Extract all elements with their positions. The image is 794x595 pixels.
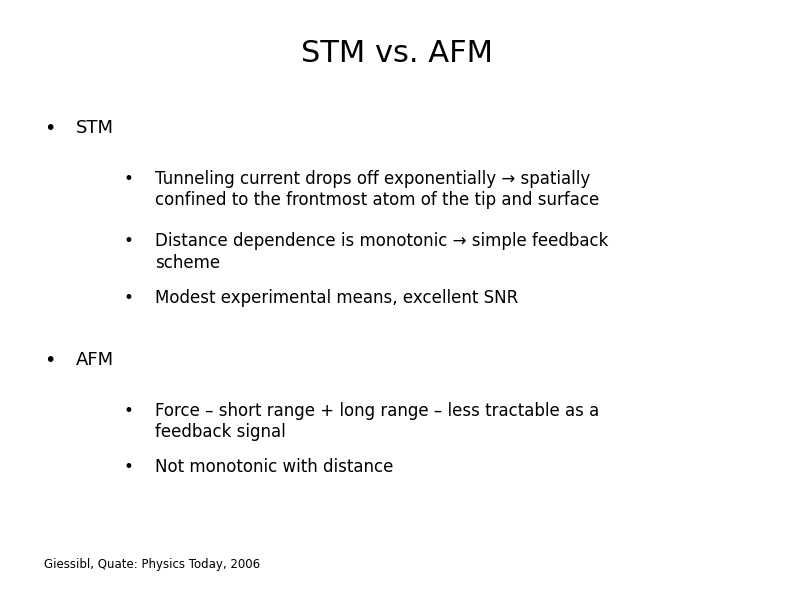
Text: •: • (123, 232, 133, 250)
Text: Force – short range + long range – less tractable as a
feedback signal: Force – short range + long range – less … (155, 402, 599, 441)
Text: Tunneling current drops off exponentially → spatially
confined to the frontmost : Tunneling current drops off exponentiall… (155, 170, 599, 209)
Text: AFM: AFM (75, 351, 114, 369)
Text: •: • (123, 458, 133, 476)
Text: •: • (44, 351, 55, 370)
Text: Not monotonic with distance: Not monotonic with distance (155, 458, 393, 476)
Text: •: • (123, 289, 133, 306)
Text: STM vs. AFM: STM vs. AFM (301, 39, 493, 68)
Text: •: • (44, 119, 55, 138)
Text: Giessibl, Quate: Physics Today, 2006: Giessibl, Quate: Physics Today, 2006 (44, 558, 260, 571)
Text: Distance dependence is monotonic → simple feedback
scheme: Distance dependence is monotonic → simpl… (155, 232, 608, 271)
Text: STM: STM (75, 119, 114, 137)
Text: •: • (123, 402, 133, 419)
Text: Modest experimental means, excellent SNR: Modest experimental means, excellent SNR (155, 289, 518, 306)
Text: •: • (123, 170, 133, 187)
